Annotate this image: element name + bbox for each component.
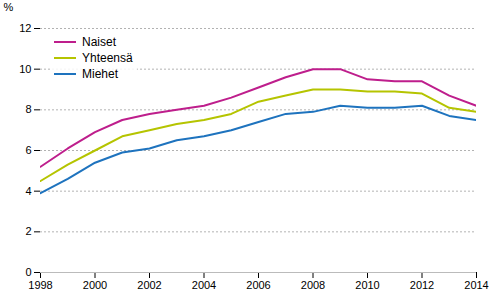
svg-text:2004: 2004 bbox=[192, 279, 216, 291]
svg-text:4: 4 bbox=[25, 185, 31, 197]
svg-text:2014: 2014 bbox=[464, 279, 488, 291]
svg-text:12: 12 bbox=[19, 22, 31, 34]
html-text:Miehet: Miehet bbox=[82, 67, 118, 81]
svg-text:0: 0 bbox=[25, 266, 31, 278]
svg-text:2006: 2006 bbox=[246, 279, 270, 291]
html-text:Yhteensä: Yhteensä bbox=[82, 51, 133, 65]
svg-text:2: 2 bbox=[25, 225, 31, 237]
svg-text:1998: 1998 bbox=[28, 279, 52, 291]
svg-text:2012: 2012 bbox=[410, 279, 434, 291]
svg-text:2008: 2008 bbox=[301, 279, 325, 291]
html-text:Naiset: Naiset bbox=[82, 35, 116, 49]
svg-text:2010: 2010 bbox=[355, 279, 379, 291]
svg-text:2000: 2000 bbox=[83, 279, 107, 291]
svg-text:8: 8 bbox=[25, 103, 31, 115]
svg-text:2002: 2002 bbox=[137, 279, 161, 291]
svg-text:10: 10 bbox=[19, 63, 31, 75]
svg-text:6: 6 bbox=[25, 144, 31, 156]
svg-text:%: % bbox=[4, 1, 14, 13]
